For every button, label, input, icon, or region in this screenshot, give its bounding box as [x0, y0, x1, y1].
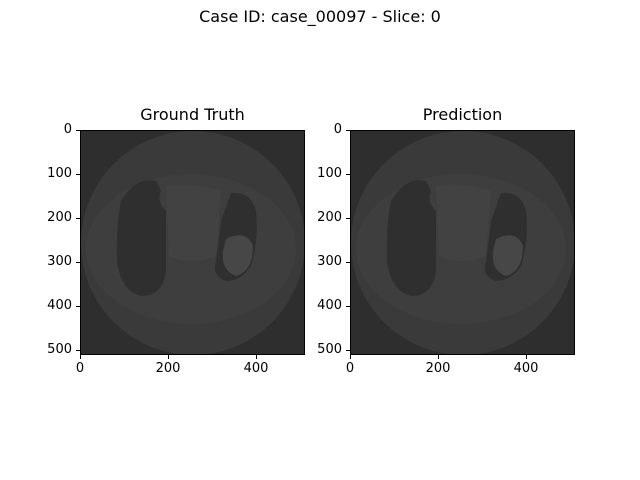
- tick-mark: [76, 130, 80, 131]
- tick-mark: [76, 306, 80, 307]
- y-tick-label: 400: [317, 298, 342, 313]
- ct-scan-prediction: [351, 131, 574, 354]
- tick-mark: [168, 355, 169, 359]
- tick-mark: [526, 355, 527, 359]
- tick-mark: [76, 174, 80, 175]
- y-tick-label: 400: [47, 298, 72, 313]
- y-tick-label: 100: [47, 166, 72, 181]
- tick-mark: [350, 355, 351, 359]
- ground-truth-image: [80, 130, 305, 355]
- y-tick-label: 200: [317, 210, 342, 225]
- tick-mark: [346, 130, 350, 131]
- tick-mark: [438, 355, 439, 359]
- tick-mark: [76, 218, 80, 219]
- x-tick-label: 400: [243, 361, 269, 376]
- tick-mark: [76, 350, 80, 351]
- y-tick-label: 500: [47, 342, 72, 357]
- prediction-image: [350, 130, 575, 355]
- y-tick-label: 0: [333, 122, 342, 137]
- y-tick-label: 300: [317, 254, 342, 269]
- y-tick-label: 500: [317, 342, 342, 357]
- x-tick-label: 0: [75, 361, 85, 376]
- tick-mark: [346, 174, 350, 175]
- tick-mark: [256, 355, 257, 359]
- figure-title: Case ID: case_00097 - Slice: 0: [199, 7, 441, 26]
- x-tick-label: 200: [425, 361, 451, 376]
- tick-mark: [80, 355, 81, 359]
- x-tick-label: 400: [513, 361, 539, 376]
- panel-title-prediction: Prediction: [422, 105, 503, 124]
- tick-mark: [346, 262, 350, 263]
- y-tick-label: 100: [317, 166, 342, 181]
- y-tick-label: 0: [63, 122, 72, 137]
- tick-mark: [346, 350, 350, 351]
- y-tick-label: 300: [47, 254, 72, 269]
- y-tick-label: 200: [47, 210, 72, 225]
- x-tick-label: 200: [155, 361, 181, 376]
- tick-mark: [76, 262, 80, 263]
- panel-title-ground-truth: Ground Truth: [140, 105, 245, 124]
- ct-scan-ground-truth: [81, 131, 304, 354]
- tick-mark: [346, 306, 350, 307]
- tick-mark: [346, 218, 350, 219]
- x-tick-label: 0: [345, 361, 355, 376]
